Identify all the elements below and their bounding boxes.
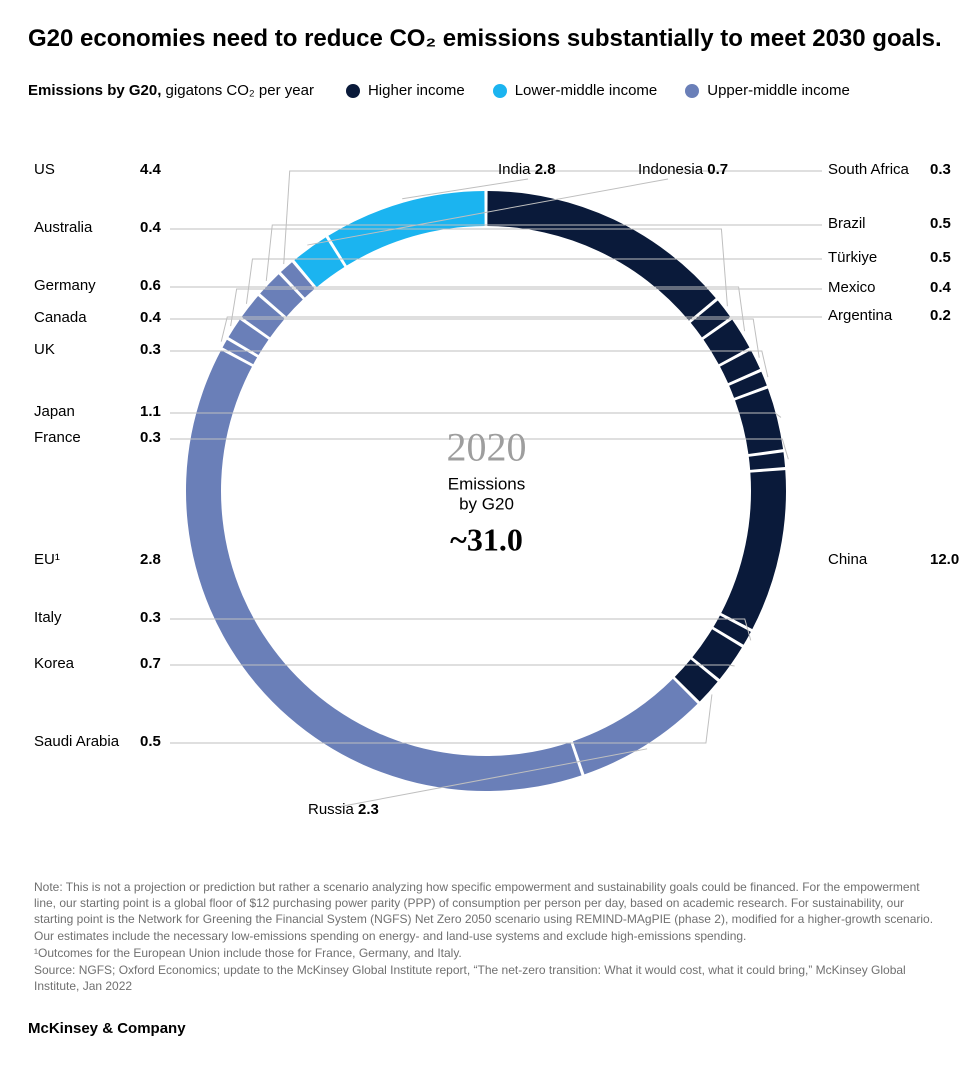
notes-text: Note: This is not a projection or predic… [28, 879, 945, 944]
legend-item: Higher income [346, 82, 465, 99]
segment-label: UK0.3 [34, 342, 184, 359]
donut-segment [721, 470, 786, 629]
segment-label: US4.4 [34, 162, 184, 179]
segment-label: Indonesia 0.7 [638, 162, 728, 179]
segment-label: Italy0.3 [34, 610, 184, 627]
segment-label: Türkiye0.5 [828, 250, 958, 267]
donut-segment [328, 191, 484, 266]
donut-segment [573, 679, 698, 774]
segment-label: Mexico0.4 [828, 280, 958, 297]
source-text: Source: NGFS; Oxford Economics; update t… [28, 962, 945, 994]
segment-label: EU¹2.8 [34, 552, 184, 569]
legend-label: Lower-middle income [515, 82, 658, 99]
segment-label: Korea0.7 [34, 656, 184, 673]
brand-text: McKinsey & Company [28, 1020, 945, 1037]
legend-label: Upper-middle income [707, 82, 850, 99]
donut-chart: 2020 Emissionsby G20 ~31.0 US4.4 Australi… [28, 111, 945, 871]
segment-label: South Africa0.3 [828, 162, 958, 179]
legend-label: Higher income [368, 82, 465, 99]
legend-swatch [346, 84, 360, 98]
chart-title: G20 economies need to reduce CO₂ emissio… [28, 24, 945, 54]
donut-segment [487, 191, 715, 321]
center-text: 2020 Emissionsby G20 ~31.0 [447, 424, 527, 559]
center-label: Emissionsby G20 [447, 475, 527, 516]
segment-label: Japan1.1 [34, 404, 184, 421]
segment-label: Canada0.4 [34, 310, 184, 327]
donut-segment [186, 350, 581, 791]
segment-label: India 2.8 [498, 162, 556, 179]
subtitle-row: Emissions by G20, gigatons CO₂ per year … [28, 82, 945, 99]
legend-swatch [493, 84, 507, 98]
segment-label: Argentina0.2 [828, 308, 958, 325]
center-year: 2020 [447, 424, 527, 471]
legend-item: Upper-middle income [685, 82, 850, 99]
segment-label: Saudi Arabia0.5 [34, 734, 184, 751]
segment-label: France0.3 [34, 430, 184, 447]
legend-swatch [685, 84, 699, 98]
donut-segment [749, 452, 785, 470]
segment-label: China12.0 [828, 552, 958, 569]
legend: Higher income Lower-middle income Upper-mi… [346, 82, 850, 99]
legend-item: Lower-middle income [493, 82, 658, 99]
footnote-text: ¹Outcomes for the European Union include… [28, 946, 945, 960]
segment-label: Australia0.4 [34, 220, 184, 237]
segment-label: Brazil0.5 [828, 216, 958, 233]
chart-subtitle: Emissions by G20, gigatons CO₂ per year [28, 82, 314, 99]
donut-segment [735, 388, 783, 454]
segment-label: Russia 2.3 [308, 802, 379, 819]
center-value: ~31.0 [447, 521, 527, 558]
segment-label: Germany0.6 [34, 278, 184, 295]
